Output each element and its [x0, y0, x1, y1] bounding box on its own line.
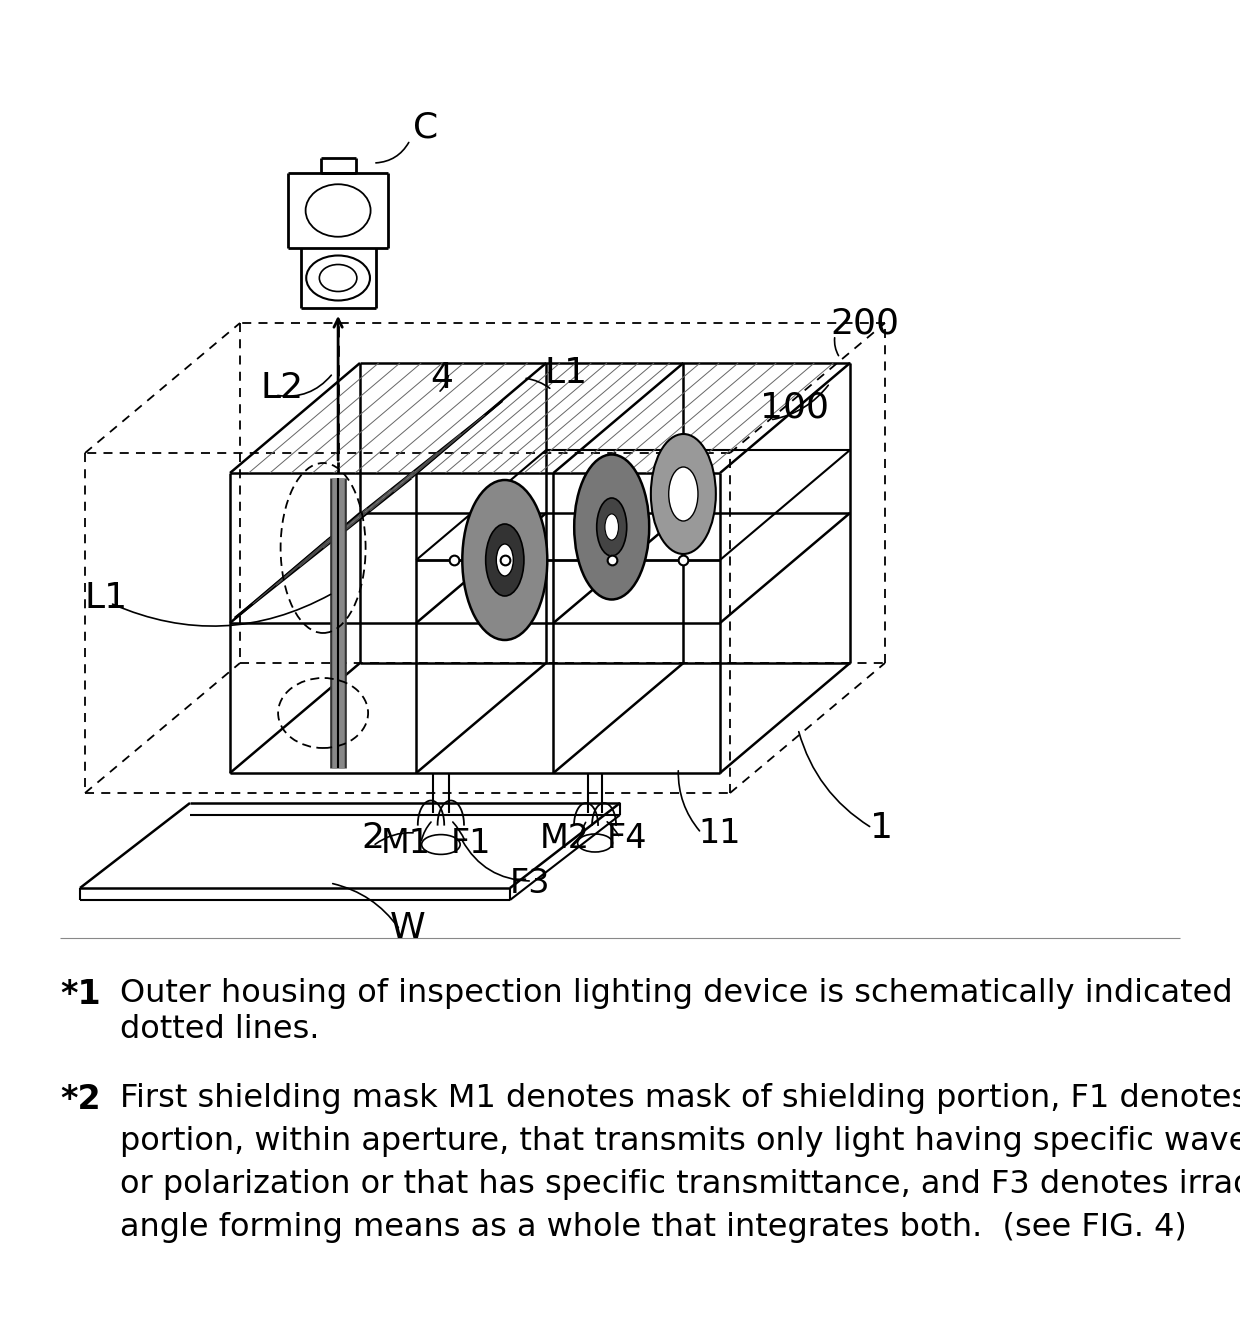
Text: C: C	[413, 111, 439, 145]
Text: 1: 1	[870, 810, 893, 845]
Text: L2: L2	[260, 371, 303, 405]
Text: 11: 11	[698, 817, 740, 850]
Ellipse shape	[496, 544, 513, 576]
Text: 200: 200	[830, 307, 899, 340]
Text: L1: L1	[546, 356, 588, 391]
Text: F1: F1	[450, 826, 491, 860]
Text: M1: M1	[381, 826, 430, 860]
Ellipse shape	[651, 435, 715, 555]
Ellipse shape	[605, 515, 619, 540]
Text: *2: *2	[60, 1082, 100, 1116]
Text: 100: 100	[760, 391, 830, 425]
Text: 4: 4	[430, 361, 453, 395]
Ellipse shape	[596, 499, 626, 556]
Text: Outer housing of inspection lighting device is schematically indicated by
dotted: Outer housing of inspection lighting dev…	[120, 978, 1240, 1045]
Text: *1: *1	[60, 978, 100, 1010]
Text: L1: L1	[86, 581, 128, 615]
Text: M2: M2	[539, 822, 590, 854]
Text: W: W	[391, 910, 425, 945]
Text: 2: 2	[361, 821, 384, 854]
Ellipse shape	[463, 480, 547, 640]
Text: First shielding mask M1 denotes mask of shielding portion, F1 denotes
portion, w: First shielding mask M1 denotes mask of …	[120, 1082, 1240, 1242]
Text: F4: F4	[606, 822, 647, 854]
Text: F3: F3	[510, 866, 551, 900]
Ellipse shape	[668, 467, 698, 521]
Ellipse shape	[486, 524, 525, 596]
Ellipse shape	[574, 455, 650, 600]
